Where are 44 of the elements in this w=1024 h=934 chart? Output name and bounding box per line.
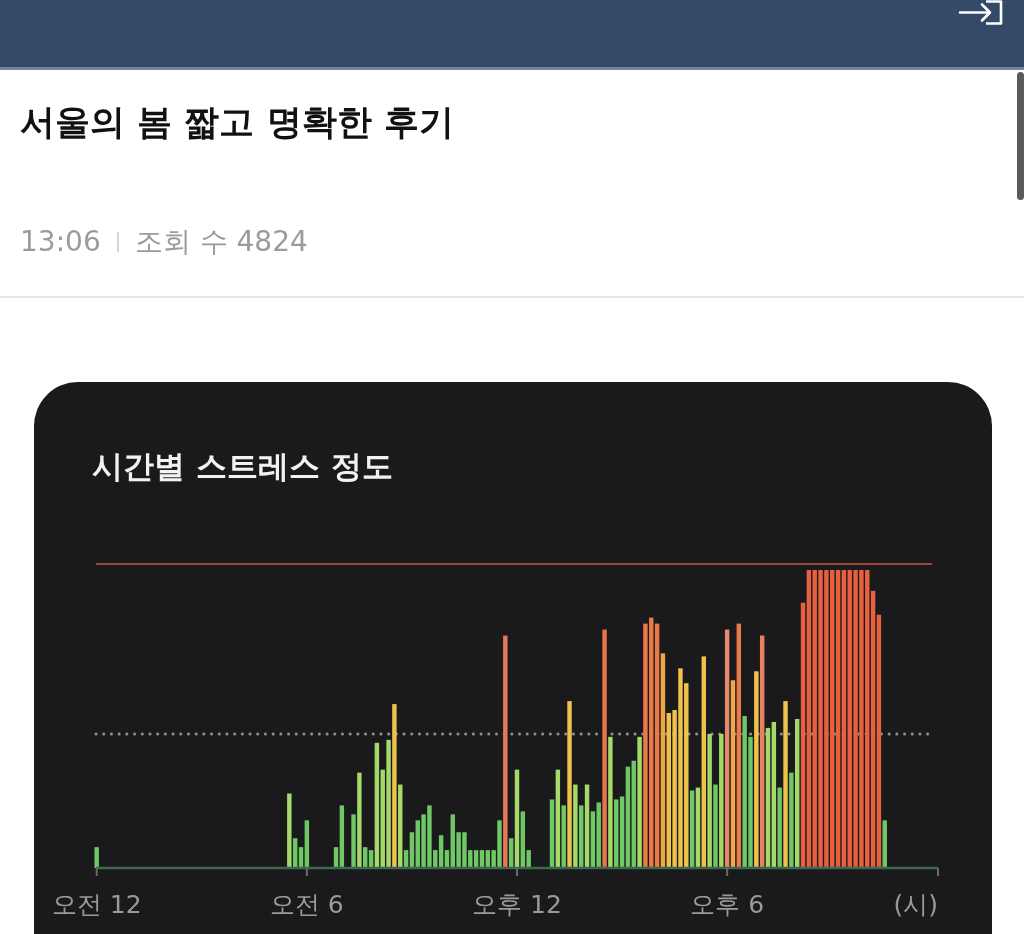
bar <box>876 614 882 868</box>
x-tick-label: 오후 6 <box>690 890 765 919</box>
chart-title: 시간별 스트레스 정도 <box>92 448 393 484</box>
bar <box>789 772 794 868</box>
bar <box>754 671 759 868</box>
bar <box>777 787 782 868</box>
bar <box>503 635 508 868</box>
bar <box>392 704 397 868</box>
bar <box>724 629 730 868</box>
bar <box>736 623 742 868</box>
bar <box>573 784 578 868</box>
bar <box>794 718 800 868</box>
x-tick-label: 오후 12 <box>472 890 562 919</box>
bar <box>660 653 666 868</box>
bar <box>287 793 292 868</box>
bar <box>637 736 642 868</box>
bar <box>602 629 607 868</box>
bar <box>351 814 356 868</box>
bar <box>619 796 625 868</box>
x-axis-title: (시) <box>893 890 938 919</box>
bar <box>94 847 99 868</box>
bar <box>567 701 572 868</box>
bar <box>835 569 841 868</box>
text: 조회 수 4824 <box>134 224 308 260</box>
text: 13:06 <box>20 224 101 260</box>
x-tick-label: 오전 6 <box>269 890 344 919</box>
bar <box>730 680 736 868</box>
bar <box>701 656 707 868</box>
bar <box>654 623 660 868</box>
x-tick-label: 오전 12 <box>51 890 142 919</box>
bar <box>870 590 876 868</box>
bar <box>357 772 362 868</box>
bar <box>800 602 806 868</box>
bar <box>841 569 847 868</box>
bar <box>707 733 712 868</box>
bar <box>783 701 788 868</box>
bar <box>765 727 771 868</box>
bar <box>719 733 724 868</box>
bar <box>608 736 613 868</box>
bar <box>771 721 777 868</box>
bar <box>561 805 566 868</box>
text: 서울의 봄 짧고 명확한 후기 <box>20 102 454 142</box>
bar <box>759 635 765 868</box>
bar <box>713 784 718 868</box>
